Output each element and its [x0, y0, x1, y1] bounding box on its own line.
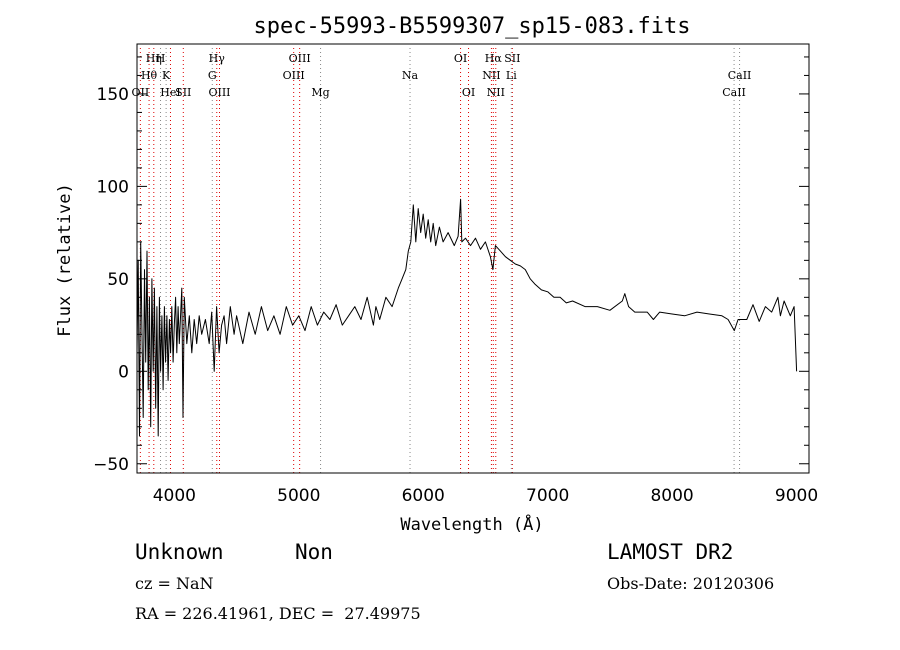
- spectral-line-label: Na: [402, 69, 419, 82]
- spectral-line-label: OIII: [289, 52, 311, 65]
- chart-title: spec-55993-B5599307_sp15-083.fits: [253, 14, 690, 39]
- y-tick-label: 100: [97, 177, 129, 197]
- spectral-line-label: Li: [506, 69, 517, 82]
- x-axis-label: Wavelength (Å): [400, 513, 543, 535]
- class-label: Unknown: [135, 540, 224, 564]
- subclass-label: Non: [295, 540, 333, 564]
- spectral-line-label: SII: [175, 86, 191, 99]
- coordinates-label: RA = 226.41961, DEC = 27.49975: [135, 604, 421, 623]
- x-tick-label: 7000: [526, 486, 569, 506]
- survey-label: LAMOST DR2: [607, 540, 734, 564]
- spectral-line-label: K: [162, 69, 171, 82]
- redshift-label: cz = NaN: [135, 574, 214, 593]
- plot-frame: [136, 43, 810, 474]
- spectral-line-label: H: [156, 52, 166, 65]
- x-tick-label: 5000: [277, 486, 320, 506]
- spectral-line-label: HeI: [160, 86, 180, 99]
- spectral-line-label: OIII: [208, 86, 230, 99]
- spectral-line-label: OIII: [283, 69, 305, 82]
- spectral-line-label: Hη: [146, 52, 162, 65]
- y-tick-label: 50: [107, 270, 129, 290]
- spectrum-series-line: [136, 198, 798, 437]
- spectral-line-label: Hθ: [141, 69, 158, 82]
- y-tick-label: −50: [93, 455, 129, 475]
- y-axis-label: Flux (relative): [55, 183, 75, 337]
- spectral-line-label: OI: [462, 86, 475, 99]
- y-tick-label: 0: [118, 362, 129, 382]
- x-tick-label: 6000: [402, 486, 445, 506]
- x-tick-label: 4000: [153, 486, 196, 506]
- obs-date-label: Obs-Date: 20120306: [607, 574, 775, 593]
- x-axis: 4000 5000 6000 7000 8000 9000: [153, 486, 818, 506]
- x-tick-label: 8000: [650, 486, 693, 506]
- spectral-line-label: NII: [487, 86, 505, 99]
- spectral-line-markers: [139, 48, 741, 473]
- spectral-line-label: NII: [482, 69, 500, 82]
- spectral-line-label: Mg: [311, 86, 329, 99]
- spectral-line-label: CaII: [728, 69, 752, 82]
- spectral-line-labels: HηHθOIIHKHeISIIHγGOIIIOIIIOIIIMgNaOIOIHα…: [132, 52, 752, 99]
- spectral-line-label: SII: [504, 52, 520, 65]
- x-tick-label: 9000: [775, 486, 818, 506]
- spectral-line-label: OI: [454, 52, 467, 65]
- spectral-line-label: G: [208, 69, 217, 82]
- spectral-line-label: OII: [132, 86, 150, 99]
- spectral-line-label: Hγ: [209, 52, 226, 65]
- y-tick-label: 150: [97, 85, 129, 105]
- spectral-line-label: CaII: [722, 86, 746, 99]
- spectral-line-label: Hα: [485, 52, 503, 65]
- y-axis: −50 0 50 100 150: [93, 56, 809, 475]
